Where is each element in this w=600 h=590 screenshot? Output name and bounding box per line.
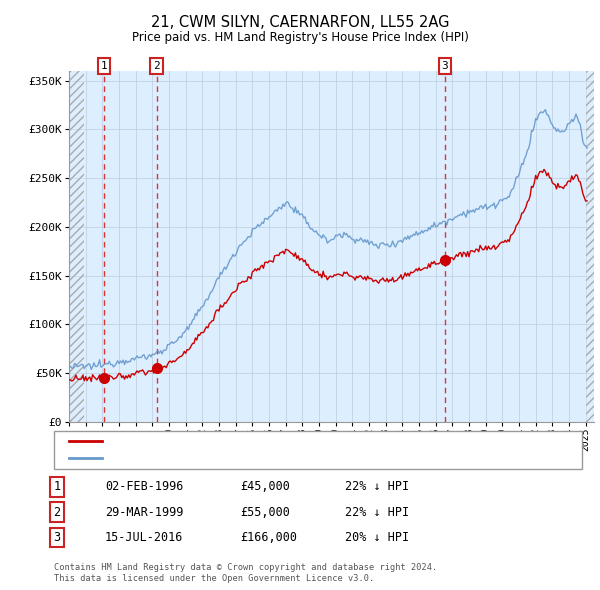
Text: £55,000: £55,000 xyxy=(240,506,290,519)
Text: 29-MAR-1999: 29-MAR-1999 xyxy=(105,506,184,519)
Text: 2: 2 xyxy=(153,61,160,71)
Text: 15-JUL-2016: 15-JUL-2016 xyxy=(105,531,184,544)
Text: 2: 2 xyxy=(53,506,61,519)
Text: HPI: Average price, detached house, Gwynedd: HPI: Average price, detached house, Gwyn… xyxy=(111,453,391,463)
Text: £166,000: £166,000 xyxy=(240,531,297,544)
Bar xyxy=(586,71,594,422)
Text: 3: 3 xyxy=(53,531,61,544)
Text: 1: 1 xyxy=(100,61,107,71)
Bar xyxy=(586,71,594,422)
Bar xyxy=(69,71,85,422)
Text: 21, CWM SILYN, CAERNARFON, LL55 2AG (detached house): 21, CWM SILYN, CAERNARFON, LL55 2AG (det… xyxy=(111,437,449,447)
Text: 02-FEB-1996: 02-FEB-1996 xyxy=(105,480,184,493)
Bar xyxy=(69,71,85,422)
Text: 1: 1 xyxy=(53,480,61,493)
Text: £45,000: £45,000 xyxy=(240,480,290,493)
Text: 22% ↓ HPI: 22% ↓ HPI xyxy=(345,480,409,493)
Text: 3: 3 xyxy=(442,61,448,71)
Text: 22% ↓ HPI: 22% ↓ HPI xyxy=(345,506,409,519)
Text: 21, CWM SILYN, CAERNARFON, LL55 2AG: 21, CWM SILYN, CAERNARFON, LL55 2AG xyxy=(151,15,449,30)
Text: Price paid vs. HM Land Registry's House Price Index (HPI): Price paid vs. HM Land Registry's House … xyxy=(131,31,469,44)
Bar xyxy=(69,71,85,422)
Text: 20% ↓ HPI: 20% ↓ HPI xyxy=(345,531,409,544)
Bar xyxy=(586,71,594,422)
Text: Contains HM Land Registry data © Crown copyright and database right 2024.
This d: Contains HM Land Registry data © Crown c… xyxy=(54,563,437,583)
